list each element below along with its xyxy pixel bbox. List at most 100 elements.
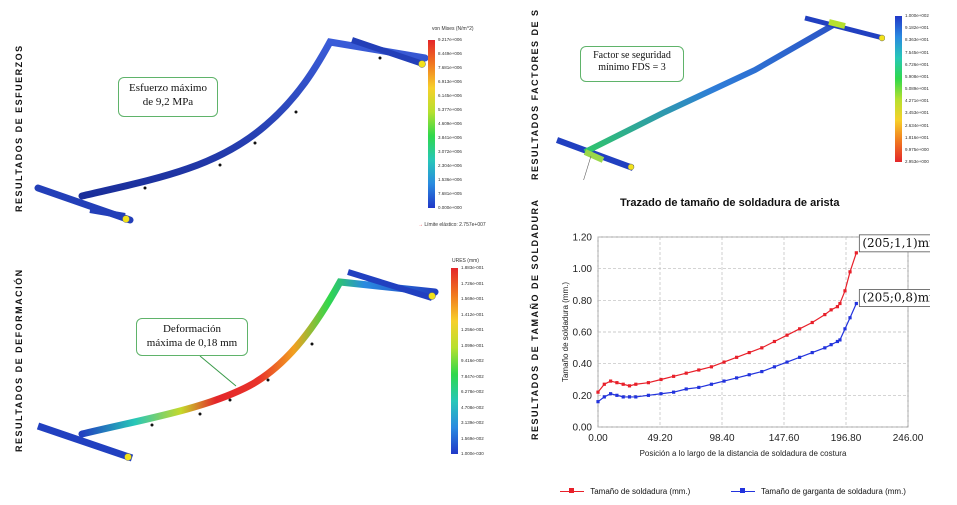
- stress-legend-tick: 1.536e+006: [438, 177, 462, 182]
- stress-legend-tick: 4.609e+006: [438, 121, 462, 126]
- fos-legend-tick: 5.908e+001: [905, 73, 929, 79]
- series-point-0: [602, 382, 606, 386]
- series-point-1: [646, 393, 651, 397]
- annotation-box: [858, 289, 930, 307]
- fos-legend-tick: 3.453e+001: [905, 110, 929, 116]
- stress-colorbar: [428, 40, 435, 208]
- series-point-1: [684, 387, 688, 391]
- series-point-0: [760, 346, 764, 350]
- fos-colorbar: [895, 16, 902, 162]
- series-point-0: [615, 381, 619, 385]
- series-point-1: [672, 390, 676, 394]
- annotation-label: (205;1,1)mm: [862, 236, 930, 250]
- legend-label-weld: Tamaño de soldadura (mm.): [590, 487, 691, 496]
- series-point-0: [621, 382, 625, 386]
- fos-legend-tick: 7.545e+001: [905, 49, 929, 55]
- stress-legend-tick: 0.000e+000: [438, 205, 462, 210]
- deformation-legend-tick: 1.569e-001: [461, 296, 484, 301]
- weld-chart: 0.00 0.20 0.40 0.60 0.80 1.00 1.20 0.00 49.20 98.…: [561, 233, 930, 458]
- x-tick-label: 196.80: [831, 433, 862, 444]
- series-line-0: [597, 252, 857, 393]
- deformation-legend-title: URES (mm): [452, 258, 479, 264]
- stress-yield-label: → Límite elástico: 2.757e+007: [418, 222, 486, 228]
- deformation-legend-tick: 4.708e-002: [461, 404, 484, 410]
- deformation-model: [36, 269, 439, 462]
- deformation-colorbar: [451, 268, 458, 454]
- series-point-1: [835, 339, 840, 344]
- series-point-1: [609, 392, 613, 396]
- deformation-legend-tick: 1.569e-002: [461, 435, 484, 441]
- stress-legend-tick: 5.377e+006: [438, 107, 462, 112]
- series-point-1: [722, 379, 726, 383]
- fos-legend-tick: 9.182e+001: [905, 25, 929, 31]
- stress-legend-tick: 7.681e+005: [438, 191, 462, 196]
- fos-callout: Factor se seguridad mínimo FDS = 3: [580, 46, 684, 82]
- series-point-1: [596, 400, 600, 404]
- x-tick-label: 246.00: [893, 433, 924, 444]
- deformation-legend-tick: 1.000e-030: [461, 451, 484, 456]
- legend-label-throat: Tamaño de garganta de soldadura (mm.): [760, 487, 906, 496]
- series-point-1: [747, 373, 751, 377]
- deformation-legend-tick: 6.278e-002: [461, 389, 484, 394]
- series-point-1: [615, 393, 619, 397]
- series-point-0: [854, 251, 858, 255]
- stress-callout-line1: Esfuerzo máximo: [129, 82, 207, 94]
- series-point-1: [697, 385, 701, 390]
- stress-model: [34, 37, 429, 224]
- deformation-legend-tick: 1.256e-001: [461, 327, 484, 332]
- deformation-callout: Deformación máxima de 0,18 mm: [136, 318, 248, 356]
- y-tick-label: 0.80: [573, 296, 593, 307]
- series-point-0: [609, 379, 613, 383]
- fos-side-label: RESULTADOS FACTORES DE SEGURIDAD MÍNIMO: [530, 10, 540, 180]
- stress-legend-tick: 6.913e+006: [438, 79, 462, 84]
- fos-legend-tick: 6.726e+001: [905, 61, 929, 67]
- fos-legend-tick: 2.953e+000: [905, 159, 929, 164]
- stress-callout-line2: de 9,2 MPa: [142, 96, 194, 108]
- series-point-0: [735, 355, 739, 359]
- series-point-0: [627, 384, 632, 388]
- series-point-0: [709, 365, 714, 369]
- y-tick-label: 1.20: [573, 233, 593, 244]
- stress-legend-tick: 9.217e+006: [438, 37, 462, 42]
- series-point-0: [843, 289, 847, 293]
- yield-text: Límite elástico: 2.757e+007: [424, 222, 486, 228]
- deformation-callout-line1: Deformación: [162, 323, 222, 335]
- series-point-0: [810, 320, 814, 325]
- y-tick-label: 1.00: [573, 264, 593, 275]
- fos-legend-tick: 4.271e+001: [905, 98, 929, 104]
- series-point-1: [843, 327, 847, 331]
- series-point-1: [854, 301, 858, 306]
- x-tick-label: 49.20: [647, 433, 672, 444]
- series-point-1: [848, 316, 852, 320]
- chart-title: Trazado de tamaño de soldadura de arista: [620, 197, 840, 209]
- series-point-0: [835, 305, 840, 309]
- fos-callout-line2: mínimo FDS = 3: [598, 62, 666, 73]
- series-point-1: [621, 395, 625, 399]
- series-point-1: [760, 369, 764, 374]
- deformation-legend-tick: 3.139e-002: [461, 420, 484, 425]
- series-point-0: [672, 374, 676, 378]
- series-point-1: [772, 365, 777, 369]
- series-point-1: [798, 355, 802, 359]
- deformation-legend-tick: 1.099e-001: [461, 342, 484, 348]
- series-point-0: [722, 360, 726, 364]
- deformation-legend-tick: 1.412e-001: [461, 311, 484, 317]
- stress-legend-tick: 3.072e+006: [438, 149, 462, 154]
- legend-swatch-throat: [730, 488, 755, 494]
- annotation-label: (205;0,8)mm: [862, 291, 930, 305]
- series-point-1: [829, 343, 833, 347]
- x-tick-label: 147.60: [769, 433, 800, 444]
- series-point-0: [798, 327, 802, 331]
- chart-legend: Tamaño de soldadura (mm.) Tamaño de garg…: [560, 487, 906, 496]
- deformation-legend-tick: 9.416e-002: [461, 358, 484, 363]
- series-point-0: [684, 371, 688, 375]
- stress-legend-tick: 8.449e+006: [438, 51, 462, 56]
- y-tick-label: 0.40: [573, 359, 593, 370]
- series-point-1: [709, 382, 714, 386]
- deformation-legend-tick: 1.726e-001: [461, 280, 484, 286]
- deformation-callout-line2: máxima de 0,18 mm: [146, 337, 238, 349]
- stress-legend-title: von Mises (N/m^2): [432, 26, 474, 32]
- fos-legend-tick: 1.816e+001: [905, 134, 929, 140]
- stress-legend-tick: 6.145e+006: [438, 93, 462, 98]
- y-tick-label: 0.00: [573, 423, 593, 434]
